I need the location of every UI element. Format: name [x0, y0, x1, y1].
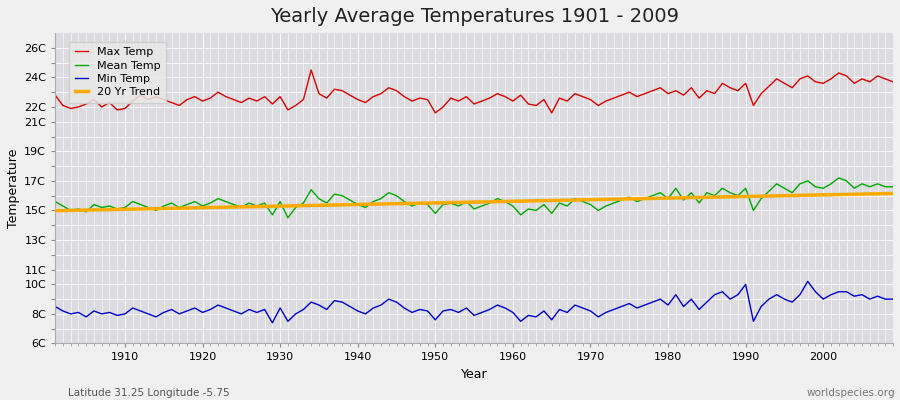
Mean Temp — [291, 205, 302, 210]
Mean Temp — [508, 204, 518, 208]
20 Yr Trend — [500, 199, 510, 204]
Line: Min Temp: Min Temp — [55, 281, 893, 323]
Max Temp — [515, 93, 526, 98]
Mean Temp — [515, 212, 526, 217]
Mean Temp — [283, 216, 293, 220]
Text: worldspecies.org: worldspecies.org — [807, 388, 896, 398]
Max Temp — [887, 80, 898, 84]
Max Temp — [337, 88, 347, 93]
Min Temp — [50, 304, 60, 309]
Line: Mean Temp: Mean Temp — [55, 178, 893, 218]
Max Temp — [430, 110, 441, 115]
Line: 20 Yr Trend: 20 Yr Trend — [55, 194, 893, 211]
Min Temp — [112, 313, 122, 318]
Y-axis label: Temperature: Temperature — [7, 148, 20, 228]
Title: Yearly Average Temperatures 1901 - 2009: Yearly Average Temperatures 1901 - 2009 — [270, 7, 679, 26]
Max Temp — [616, 93, 627, 98]
Mean Temp — [50, 199, 60, 204]
Mean Temp — [337, 193, 347, 198]
Max Temp — [112, 108, 122, 112]
Mean Temp — [112, 206, 122, 211]
20 Yr Trend — [508, 199, 518, 204]
20 Yr Trend — [283, 204, 293, 208]
Min Temp — [508, 310, 518, 315]
Max Temp — [50, 93, 60, 98]
20 Yr Trend — [887, 191, 898, 196]
Min Temp — [291, 312, 302, 316]
Legend: Max Temp, Mean Temp, Min Temp, 20 Yr Trend: Max Temp, Mean Temp, Min Temp, 20 Yr Tre… — [69, 42, 166, 103]
Mean Temp — [887, 184, 898, 189]
Max Temp — [283, 108, 293, 112]
Min Temp — [267, 320, 278, 325]
20 Yr Trend — [50, 208, 60, 213]
Line: Max Temp: Max Temp — [55, 70, 893, 113]
Min Temp — [887, 297, 898, 302]
X-axis label: Year: Year — [461, 368, 488, 381]
Min Temp — [515, 319, 526, 324]
Min Temp — [802, 279, 813, 284]
Max Temp — [306, 68, 317, 72]
20 Yr Trend — [600, 197, 611, 202]
Text: Latitude 31.25 Longitude -5.75: Latitude 31.25 Longitude -5.75 — [68, 388, 230, 398]
Min Temp — [337, 300, 347, 304]
20 Yr Trend — [329, 202, 340, 207]
Max Temp — [523, 102, 534, 106]
Mean Temp — [833, 176, 844, 180]
20 Yr Trend — [112, 207, 122, 212]
Min Temp — [608, 307, 619, 312]
Mean Temp — [608, 201, 619, 206]
